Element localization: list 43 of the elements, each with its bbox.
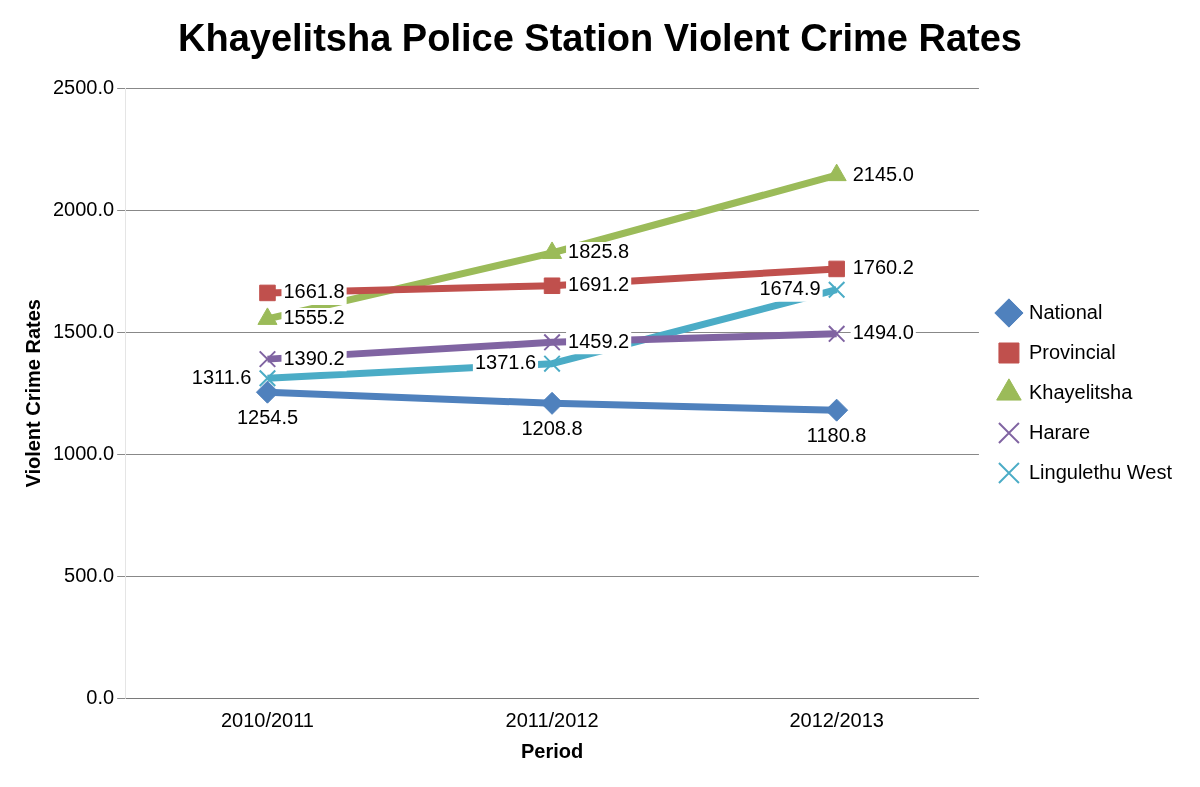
x-tick-label: 2012/2013: [789, 708, 884, 731]
legend-label: Khayelitsha: [1028, 380, 1134, 403]
data-label: 1674.9: [759, 277, 821, 300]
chart-title: Khayelitsha Police Station Violent Crime Rates: [178, 17, 1022, 60]
legend-label: Provincial: [1028, 340, 1116, 363]
data-label: 1208.8: [521, 416, 583, 439]
data-label: 1311.6: [191, 365, 252, 388]
data-label: 1459.2: [568, 329, 630, 352]
legend-label: National: [1028, 300, 1103, 323]
point: [543, 333, 561, 352]
y-tick-label: 500.0: [64, 563, 115, 586]
y-axis-title: Violent Crime Rates: [21, 299, 44, 488]
point: [258, 369, 277, 388]
x-axis-title: Period: [520, 739, 584, 762]
legend-label: Lingulethu West: [1028, 460, 1173, 483]
data-label: 1760.2: [852, 256, 914, 279]
legend-label: Harare: [1028, 420, 1091, 443]
point: [258, 350, 277, 368]
point: [543, 354, 561, 373]
data-label: 1390.2: [283, 346, 345, 369]
y-tick-label: 1000.0: [53, 441, 115, 464]
data-label: 1661.8: [283, 280, 345, 303]
data-label: 1691.2: [568, 273, 630, 296]
data-label: 1180.8: [806, 423, 867, 446]
data-label: 1555.2: [283, 306, 345, 329]
point: [825, 398, 849, 422]
x-tick-label: 2010/2011: [220, 708, 314, 731]
y-tick-label: 0.0: [86, 685, 115, 708]
data-label: 1494.0: [852, 321, 914, 344]
y-tick-label: 1500.0: [53, 319, 115, 342]
data-label: 1825.8: [568, 240, 630, 263]
y-tick-label: 2000.0: [53, 198, 115, 220]
x-tick-label: 2011/2012: [505, 708, 599, 731]
y-tick-label: 2500.0: [53, 76, 115, 99]
point: [828, 260, 845, 278]
data-label: 2145.0: [852, 162, 914, 185]
data-label: 1371.6: [474, 351, 537, 374]
point: [827, 280, 846, 299]
point: [255, 380, 279, 404]
point: [827, 325, 846, 343]
data-label: 1254.5: [236, 405, 299, 428]
point: [259, 284, 276, 302]
point: [543, 277, 561, 295]
